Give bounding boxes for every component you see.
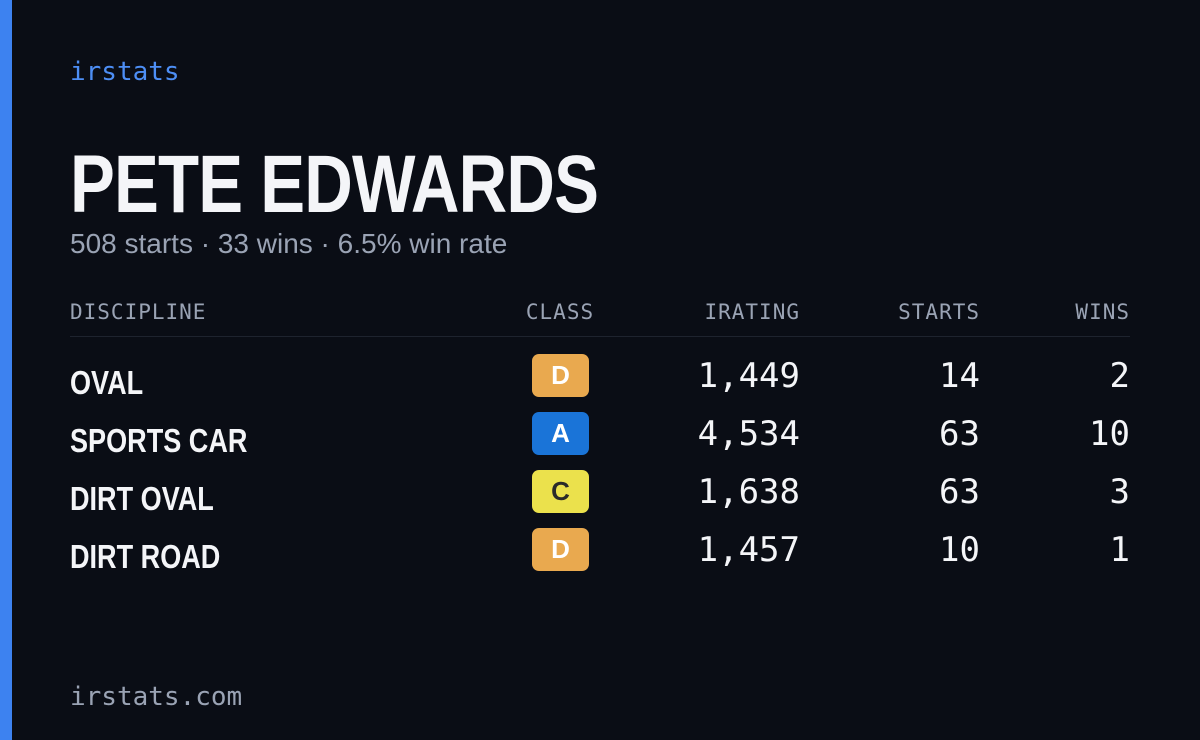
driver-name: PETE EDWARDS	[70, 139, 599, 230]
discipline: DIRT OVAL	[70, 480, 214, 517]
irating: 4,534	[697, 414, 800, 454]
wins: 1	[1109, 530, 1130, 570]
starts: 63	[939, 414, 980, 454]
irating: 1,457	[697, 530, 800, 570]
wins: 10	[1089, 414, 1130, 454]
accent-bar	[0, 0, 12, 740]
irating: 1,449	[697, 356, 800, 396]
column-header: CLASS	[525, 300, 595, 324]
class-badge: A	[532, 412, 589, 455]
starts: 10	[939, 530, 980, 570]
wins: 3	[1109, 472, 1130, 512]
discipline: OVAL	[70, 364, 144, 401]
class-badge: C	[532, 470, 589, 513]
discipline: DIRT ROAD	[70, 538, 221, 575]
starts: 14	[939, 356, 980, 396]
column-header: WINS	[1075, 300, 1130, 324]
column-header: DISCIPLINE	[70, 300, 207, 324]
footer: irstats.com	[70, 682, 243, 712]
discipline: SPORTS CAR	[70, 422, 248, 459]
starts: 63	[939, 472, 980, 512]
irating: 1,638	[697, 472, 800, 512]
column-header: IRATING	[704, 300, 800, 324]
header-rule	[70, 336, 1130, 337]
class-badge: D	[532, 354, 589, 397]
column-header: STARTS	[898, 300, 980, 324]
class-badge: D	[532, 528, 589, 571]
driver-summary: 508 starts · 33 wins · 6.5% win rate	[70, 228, 508, 259]
wins: 2	[1109, 356, 1130, 396]
brand: irstats	[70, 57, 180, 87]
